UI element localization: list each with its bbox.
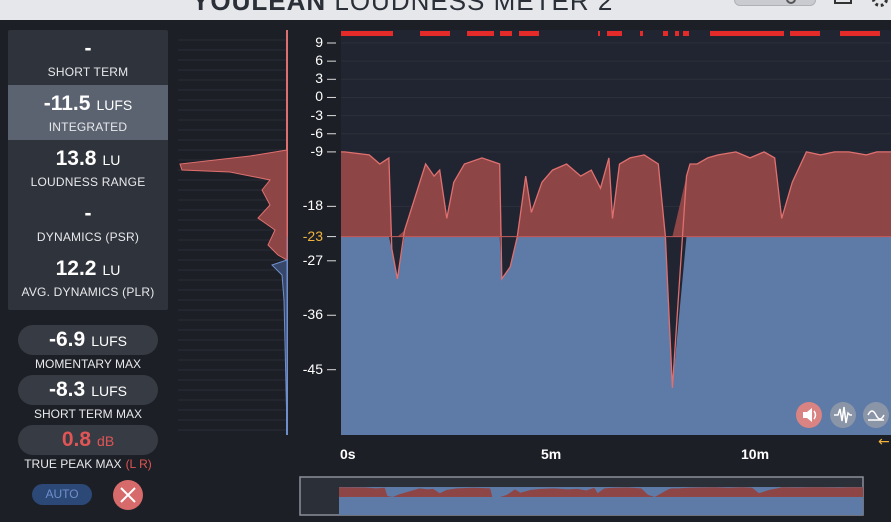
gear-icon[interactable] <box>872 0 888 7</box>
y-tick-label: 6 <box>315 52 323 69</box>
avg-dynamics-value: 12.2 <box>55 257 97 280</box>
true-peak-marker <box>840 31 880 36</box>
integrated-value: -11.5 <box>43 92 91 115</box>
y-tick-label: -36 <box>302 306 323 323</box>
short-term-value: - <box>84 37 92 60</box>
integrated-label: INTEGRATED <box>48 120 128 134</box>
true-peak-max-value: 0.8 <box>61 428 92 451</box>
true-peak-marker <box>663 31 668 36</box>
avg-dynamics-unit: LU <box>102 262 121 278</box>
dip-cutout <box>341 236 891 388</box>
true-peak-marker <box>683 31 689 36</box>
x-tick-1: 5m <box>541 446 562 462</box>
meter-panel: - SHORT TERM -11.5 LUFS INTEGRATED 13.8 LU… <box>8 30 168 310</box>
y-tick-label: -18 <box>302 197 323 214</box>
y-tick-label: 0 <box>315 88 323 105</box>
x-tick-0: 0s <box>340 446 356 462</box>
y-tick-label: -45 <box>302 360 323 377</box>
eq-icon[interactable] <box>863 402 889 428</box>
loudness-range-meter[interactable]: 13.8 LU LOUDNESS RANGE <box>8 140 168 195</box>
loudness-line <box>341 151 891 388</box>
true-peak-marker <box>519 31 539 36</box>
true-peak-marker <box>420 31 450 36</box>
true-peak-marker <box>607 31 617 36</box>
dynamics-psr-label: DYNAMICS (PSR) <box>36 230 140 244</box>
dynamics-psr-meter[interactable]: - DYNAMICS (PSR) <box>8 195 168 250</box>
speaker-icon[interactable] <box>796 402 822 428</box>
integrated-unit: LUFS <box>96 97 133 113</box>
loudness-range-value: 13.8 <box>55 147 97 170</box>
close-icon <box>120 487 136 503</box>
momentary-max-label: MOMENTARY MAX <box>34 357 141 371</box>
true-peak-max-unit: dB <box>97 433 115 449</box>
loudness-range-label: LOUDNESS RANGE <box>30 175 146 189</box>
y-tick-label: -3 <box>310 106 323 123</box>
playhead-arrow-icon: ← <box>878 434 890 450</box>
avg-dynamics-meter[interactable]: 12.2 LU AVG. DYNAMICS (PLR) <box>8 250 168 305</box>
y-tick-label: -6 <box>310 124 323 141</box>
true-peak-marker <box>467 31 494 36</box>
headphones-icon[interactable] <box>786 0 796 4</box>
histogram-blue <box>271 259 288 431</box>
window-icon[interactable] <box>834 0 852 4</box>
y-tick-label: 9 <box>315 34 323 50</box>
y-tick-label: -23 <box>302 227 323 244</box>
short-term-max-label: SHORT TERM MAX <box>33 407 143 421</box>
loudness-range-unit: LU <box>102 152 121 168</box>
x-tick-2: 10m <box>741 446 770 462</box>
integrated-meter[interactable]: -11.5 LUFS INTEGRATED <box>8 85 168 140</box>
app-title: YOULEAN LOUDNESS METER 2 <box>192 0 614 16</box>
title-bar: YOULEAN LOUDNESS METER 2 <box>0 0 891 20</box>
true-peak-marker <box>598 31 600 36</box>
short-term-max-box[interactable]: -8.3 LUFS <box>18 375 158 405</box>
true-peak-marker <box>675 31 679 36</box>
dynamics-psr-value: - <box>84 202 92 225</box>
momentary-max-value: -6.9 <box>49 328 86 351</box>
momentary-max-box[interactable]: -6.9 LUFS <box>18 325 158 355</box>
true-peak-marker <box>640 31 643 36</box>
short-term-label: SHORT TERM <box>47 65 129 79</box>
momentary-max-unit: LUFS <box>91 333 127 349</box>
short-term-meter[interactable]: - SHORT TERM <box>8 30 168 85</box>
avg-dynamics-label: AVG. DYNAMICS (PLR) <box>21 285 155 299</box>
histogram-red <box>179 149 288 261</box>
below-target-area <box>341 236 891 435</box>
auto-button[interactable]: AUTO <box>32 484 92 505</box>
true-peak-marker <box>500 31 512 36</box>
true-peak-max-label: TRUE PEAK MAX (L R) <box>24 457 152 471</box>
true-peak-channels: (L R) <box>125 457 152 471</box>
short-term-max-value: -8.3 <box>49 378 86 401</box>
waveform-icon[interactable] <box>830 402 856 428</box>
true-peak-marker <box>616 31 622 36</box>
short-term-max-unit: LUFS <box>91 383 127 399</box>
y-tick-label: -9 <box>310 142 323 159</box>
reset-button[interactable] <box>113 480 143 510</box>
true-peak-marker <box>710 31 784 36</box>
true-peak-marker <box>790 31 820 36</box>
y-tick-label: 3 <box>315 70 323 87</box>
overview-red <box>339 487 863 497</box>
y-tick-label: -27 <box>302 251 323 268</box>
true-peak-max-box[interactable]: 0.8 dB <box>18 425 158 455</box>
true-peak-marker <box>341 31 393 36</box>
histogram-area <box>172 30 288 435</box>
